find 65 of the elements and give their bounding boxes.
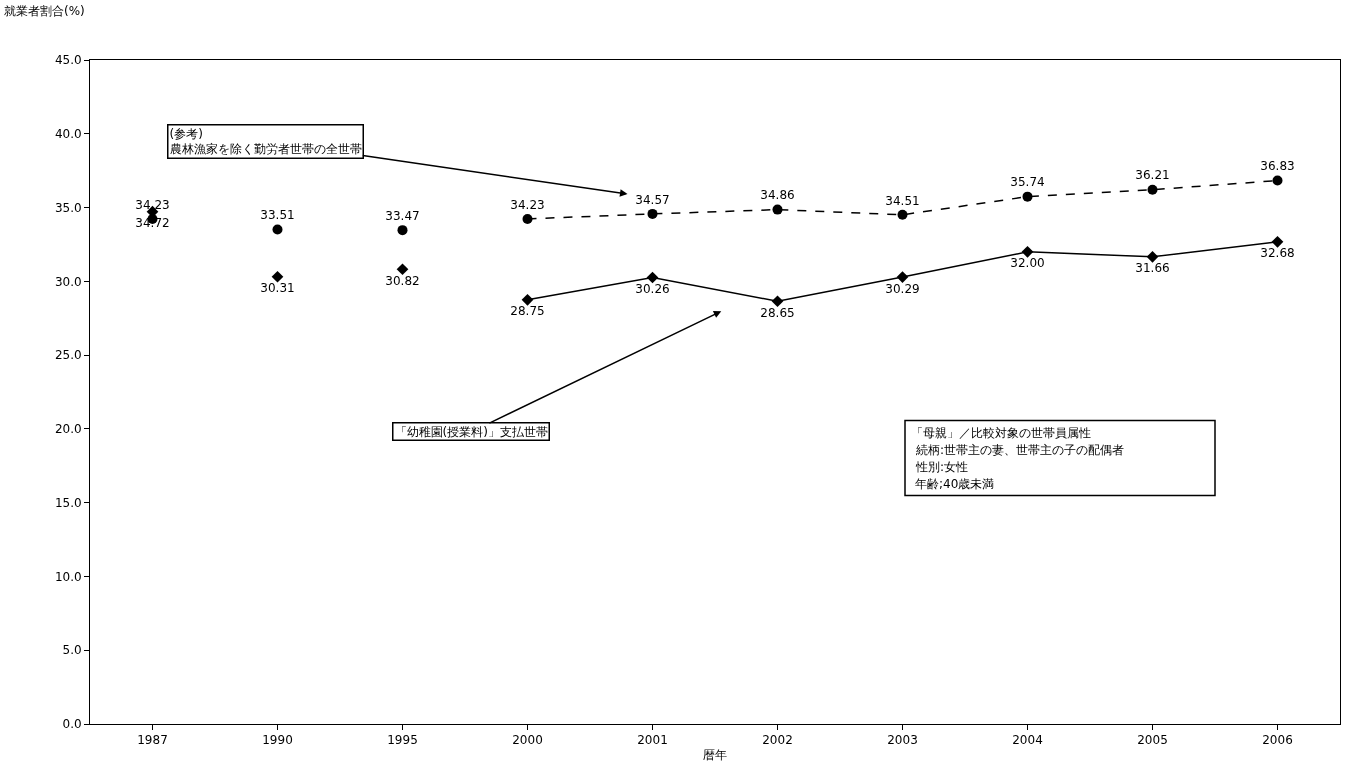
data-label: 32.00 xyxy=(1010,256,1045,271)
text: 「幼稚園(授業料)」支払世帯 xyxy=(394,424,548,439)
point xyxy=(1272,175,1283,186)
y-tick-label: 30.0 xyxy=(54,274,82,289)
point xyxy=(272,224,283,235)
point xyxy=(771,295,784,308)
x-axis-title: 暦年 xyxy=(703,748,727,763)
point xyxy=(521,293,534,306)
data-label: 34.86 xyxy=(760,188,795,203)
y-tick-label: 45.0 xyxy=(54,53,82,68)
point xyxy=(1146,250,1159,263)
data-label: 36.83 xyxy=(1260,159,1295,174)
x-tick-label: 2001 xyxy=(637,733,668,748)
point xyxy=(1021,245,1034,258)
y-tick-label: 10.0 xyxy=(54,569,82,584)
y-tick-label: 5.0 xyxy=(62,643,82,658)
annotation: 性別:女性 xyxy=(915,460,969,474)
data-label: 30.26 xyxy=(635,282,670,297)
y-tick-label: 0.0 xyxy=(62,717,82,732)
data-label: 34.57 xyxy=(635,192,670,207)
x-tick-label: 2005 xyxy=(1137,733,1168,748)
data-label: 35.74 xyxy=(1010,175,1045,190)
point xyxy=(271,270,284,283)
point xyxy=(772,204,783,215)
x-tick-label: 2000 xyxy=(512,733,543,748)
point xyxy=(397,225,408,236)
data-label: 34.51 xyxy=(885,193,920,208)
x-tick-label: 2002 xyxy=(762,733,793,748)
y-tick-label: 35.0 xyxy=(54,200,82,215)
point xyxy=(646,271,659,284)
x-tick-label: 1995 xyxy=(387,733,418,748)
x-tick-label: 1990 xyxy=(262,733,293,748)
y-tick-label: 20.0 xyxy=(54,422,82,437)
annotation: 「母親」／比較対象の世帯員属性 xyxy=(911,426,1091,440)
x-tick-label: 1987 xyxy=(137,733,168,748)
y-tick-label: 25.0 xyxy=(54,348,82,363)
data-label: 36.21 xyxy=(1135,168,1170,183)
data-label: 33.51 xyxy=(260,208,295,223)
data-label: 28.75 xyxy=(510,304,545,319)
point xyxy=(522,213,533,224)
data-label: 34.23 xyxy=(510,197,545,212)
x-tick-label: 2004 xyxy=(1012,733,1043,748)
text: (参考) 農林漁家を除く勤労者世帯の全世帯 xyxy=(169,126,362,157)
point xyxy=(897,209,908,220)
data-label: 28.65 xyxy=(760,305,795,320)
y-axis-title: 就業者割合(%) xyxy=(4,4,85,18)
data-label: 30.82 xyxy=(385,273,420,288)
annotation: 続柄:世帯主の妻、世帯主の子の配偶者 xyxy=(915,443,1125,457)
data-label: 34.23 xyxy=(135,197,170,212)
point xyxy=(896,271,909,283)
data-label: 32.68 xyxy=(1260,246,1295,261)
data-label: 30.29 xyxy=(885,281,920,296)
point xyxy=(1271,235,1284,248)
point xyxy=(647,208,658,219)
y-tick-label: 40.0 xyxy=(54,126,82,141)
point xyxy=(396,263,409,276)
data-label: 31.66 xyxy=(1135,261,1170,276)
data-label: 33.47 xyxy=(385,208,420,223)
y-tick-label: 15.0 xyxy=(54,495,82,510)
point xyxy=(1147,184,1158,195)
x-tick-label: 2006 xyxy=(1262,733,1293,748)
x-tick-label: 2003 xyxy=(887,733,918,748)
annotation: 年齢;40歳未満 xyxy=(915,477,995,491)
data-label: 30.31 xyxy=(260,281,295,296)
point xyxy=(1022,191,1033,202)
